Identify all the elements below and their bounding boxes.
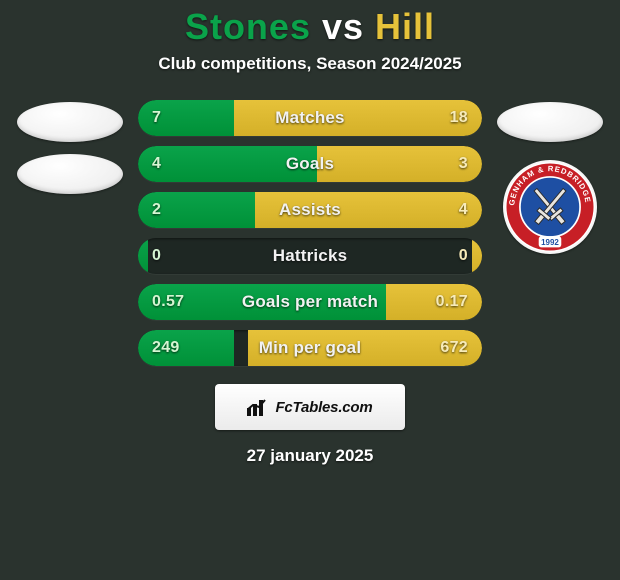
club-badge: DAGENHAM & REDBRIDGE FC 1992	[503, 160, 597, 254]
stat-row: Goals4 3	[138, 146, 482, 182]
stat-value-right: 3	[459, 146, 468, 182]
club-badge-placeholder	[17, 154, 123, 194]
stat-row: Hattricks0 0	[138, 238, 482, 274]
attribution-badge: FcTables.com	[215, 384, 405, 430]
stat-value-left: 4	[152, 146, 161, 182]
title-vs: vs	[322, 6, 364, 47]
player-avatar-placeholder	[497, 102, 603, 142]
page-title: Stones vs Hill	[0, 6, 620, 48]
stat-label: Hattricks	[138, 238, 482, 274]
stat-row: Min per goal249 672	[138, 330, 482, 366]
stat-label: Matches	[138, 100, 482, 136]
stat-value-right: 4	[459, 192, 468, 228]
stats-bars: Matches718Goals43Assists24Hattricks00Goa…	[138, 100, 482, 366]
comparison-card: Stones vs Hill Club competitions, Season…	[0, 0, 620, 580]
stat-row: Assists2 4	[138, 192, 482, 228]
attribution-text: FcTables.com	[275, 399, 372, 416]
svg-text:1992: 1992	[541, 238, 559, 247]
compare-area: Matches718Goals43Assists24Hattricks00Goa…	[0, 100, 620, 366]
stat-value-left: 2	[152, 192, 161, 228]
stat-value-left: 249	[152, 330, 180, 366]
stat-row: Matches7 18	[138, 100, 482, 136]
stat-value-left: 7	[152, 100, 161, 136]
stat-value-right: 0	[459, 238, 468, 274]
stat-label: Min per goal	[138, 330, 482, 366]
bar-chart-icon	[247, 398, 269, 416]
stat-value-right: 18	[450, 100, 468, 136]
left-avatars	[14, 100, 126, 194]
player-avatar-placeholder	[17, 102, 123, 142]
stat-label: Assists	[138, 192, 482, 228]
stat-label: Goals	[138, 146, 482, 182]
right-avatars: DAGENHAM & REDBRIDGE FC 1992	[494, 100, 606, 248]
stat-value-left: 0	[152, 238, 161, 274]
title-right-name: Hill	[375, 6, 435, 47]
stat-value-right: 0.17	[436, 284, 468, 320]
stat-value-right: 672	[440, 330, 468, 366]
subtitle: Club competitions, Season 2024/2025	[0, 54, 620, 74]
stat-label: Goals per match	[138, 284, 482, 320]
club-badge-svg: DAGENHAM & REDBRIDGE FC 1992	[503, 160, 597, 254]
stat-row: Goals per match0.57 0.17	[138, 284, 482, 320]
stat-value-left: 0.57	[152, 284, 184, 320]
date-text: 27 january 2025	[0, 446, 620, 466]
title-left-name: Stones	[185, 6, 311, 47]
